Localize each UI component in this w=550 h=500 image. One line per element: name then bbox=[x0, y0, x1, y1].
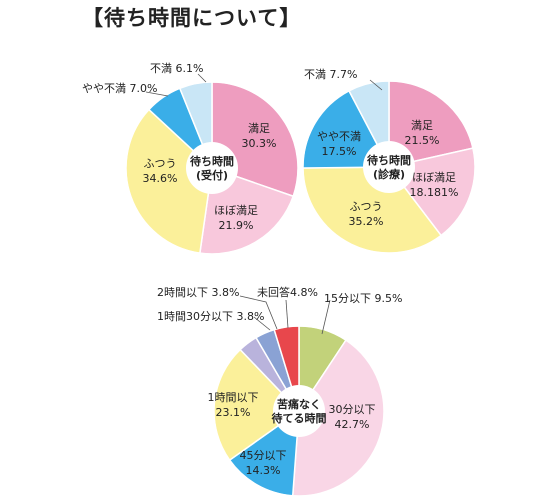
slice-label-1-3: 34.6% bbox=[143, 172, 178, 185]
pie-chart-1: 待ち時間(受付) 満足 30.3% ほぼ満足 21.9% ふつう 34.6% やや不満 7.0… bbox=[82, 62, 299, 255]
slice-label-3-2: 42.7% bbox=[335, 418, 370, 431]
slice-label-3-1: 15分以下 9.5% bbox=[324, 292, 402, 305]
slice-label-1-5: 不満 6.1% bbox=[150, 62, 203, 75]
pie-outline bbox=[125, 81, 299, 255]
pie-center-label: 待ち時間 bbox=[189, 154, 234, 168]
pie-outline bbox=[213, 325, 385, 497]
slice-label-2-1: 満足 bbox=[411, 119, 433, 132]
slice-label-2-5: 不満 7.7% bbox=[304, 68, 357, 81]
slice-label-1-1: 30.3% bbox=[242, 137, 277, 150]
slice-label-1-2: ほぼ満足 bbox=[214, 204, 258, 217]
pie-chart-2: 待ち時間(診療) 満足 21.5% ほぼ満足 18.181% ふつう 35.2% やや不満 17… bbox=[302, 68, 476, 254]
leader-line bbox=[285, 299, 289, 329]
pie-center-label: 待ち時間 bbox=[366, 153, 411, 167]
slice-label-3-5: 1時間30分以下 3.8% bbox=[157, 310, 264, 323]
pie-center-hole bbox=[186, 142, 238, 194]
slice-label-2-3: 35.2% bbox=[349, 215, 384, 228]
slice-label-2-1: 21.5% bbox=[405, 134, 440, 147]
slice-label-1-4: やや不満 7.0% bbox=[82, 82, 157, 95]
slice-label-1-1: 満足 bbox=[248, 122, 270, 135]
page-title: 【待ち時間について】 bbox=[82, 6, 302, 30]
leader-line bbox=[253, 316, 271, 331]
slice-label-3-3: 14.3% bbox=[246, 464, 281, 477]
pie-center-label: 苦痛なく bbox=[277, 397, 321, 411]
leader-line bbox=[145, 91, 169, 97]
slice-label-3-6: 2時間以下 3.8% bbox=[157, 286, 239, 299]
slice-label-2-2: 18.181% bbox=[410, 186, 459, 199]
slice-label-2-4: 17.5% bbox=[322, 145, 357, 158]
pie-outline bbox=[302, 80, 476, 254]
leader-line bbox=[239, 295, 278, 330]
leader-line bbox=[369, 79, 383, 91]
pie-center-label: (受付) bbox=[196, 168, 228, 182]
slice-label-1-3: ふつう bbox=[144, 157, 177, 170]
pie-center-hole bbox=[363, 141, 415, 193]
pie-center-label: 待てる時間 bbox=[271, 411, 327, 425]
slice-label-3-3: 45分以下 bbox=[240, 449, 287, 462]
slice-label-3-4: 23.1% bbox=[216, 406, 251, 419]
leader-line bbox=[321, 299, 331, 335]
slice-label-2-3: ふつう bbox=[350, 200, 383, 213]
slice-label-1-2: 21.9% bbox=[219, 219, 254, 232]
pie-center-label: (診療) bbox=[373, 167, 405, 181]
slice-label-3-2: 30分以下 bbox=[329, 403, 376, 416]
slice-label-2-4: やや不満 bbox=[317, 130, 361, 143]
slice-label-3-7: 未回答4.8% bbox=[257, 285, 318, 299]
leader-line bbox=[197, 73, 207, 83]
slice-label-2-2: ほぼ満足 bbox=[412, 171, 456, 184]
pie-center-hole bbox=[273, 385, 325, 437]
slice-label-3-4: 1時間以下 bbox=[208, 391, 259, 404]
